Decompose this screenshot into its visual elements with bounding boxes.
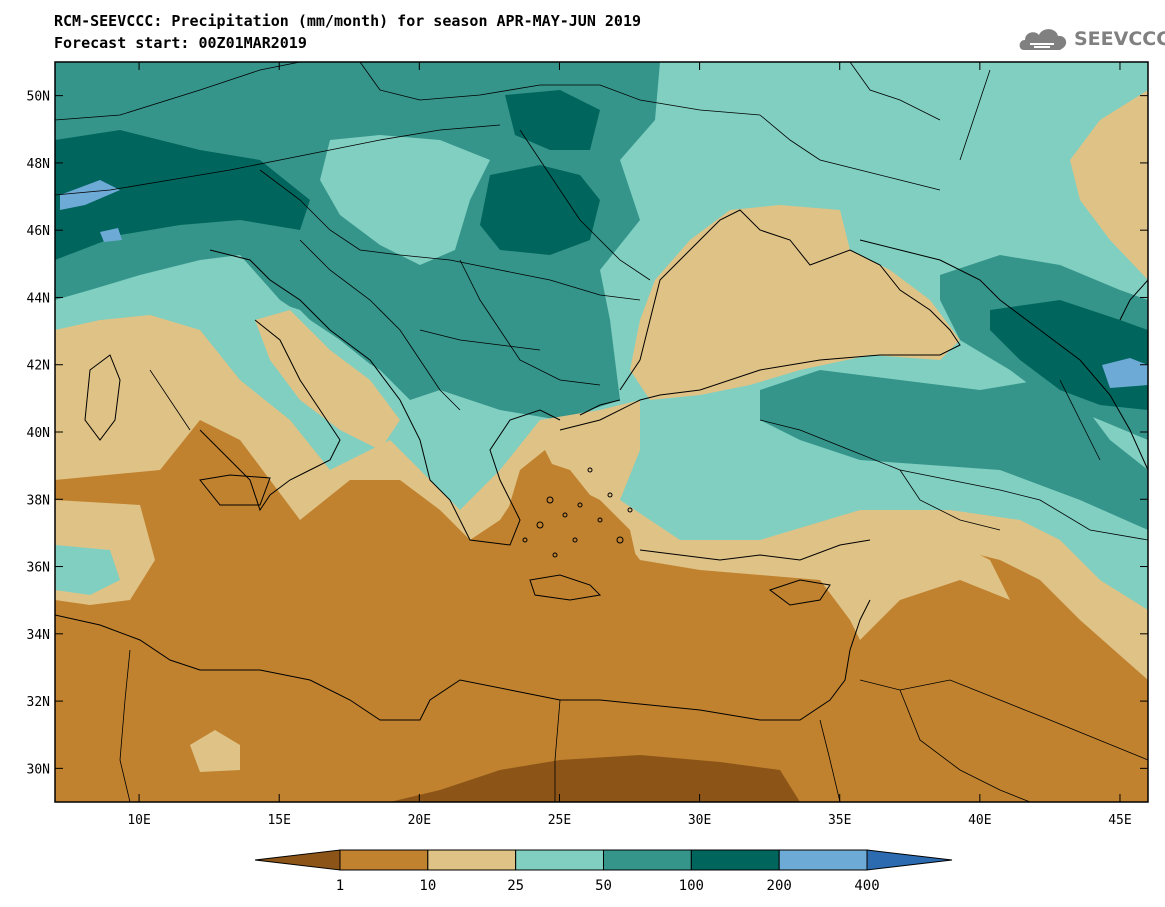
- lat-tick-label: 32N: [27, 695, 50, 710]
- longitude-axis: 10E 15E 20E 25E 30E 35E 40E 45E: [127, 62, 1132, 828]
- colorbar-low-extend: [254, 849, 341, 871]
- lon-tick-label: 40E: [968, 813, 991, 828]
- zone-200-400-alps2: [100, 228, 122, 242]
- zone-10-25-libya: [190, 730, 240, 772]
- lat-tick-label: 36N: [27, 561, 50, 576]
- colorbar-level-label: 200: [767, 878, 792, 894]
- map-title: RCM-SEEVCCC: Precipitation (mm/month) fo…: [54, 12, 641, 30]
- cloud-icon: [1019, 29, 1067, 50]
- forecast-start-label: Forecast start: 00Z01MAR2019: [54, 34, 307, 52]
- lat-tick-label: 46N: [27, 224, 50, 239]
- aegean-islands: [522, 467, 633, 558]
- zone-25-50-hungary: [320, 135, 490, 265]
- seevccc-logo: SEEVCCC: [1016, 22, 1165, 56]
- zone-100-200-carpathians: [480, 165, 600, 255]
- zone-1-10-aegean-tongue: [505, 450, 640, 580]
- colorbar-level-label: 100: [679, 878, 704, 894]
- colorbar-level-label: 50: [595, 878, 612, 894]
- colorbar-level-label: 25: [507, 878, 524, 894]
- lon-tick-label: 20E: [408, 813, 431, 828]
- coastlines: [55, 209, 1148, 721]
- colorbar-box: [427, 849, 517, 871]
- lat-tick-label: 30N: [27, 762, 50, 777]
- zone-50-100-turkey: [760, 370, 1148, 530]
- zone-10-25-italy: [255, 310, 400, 450]
- lat-tick-label: 50N: [27, 90, 50, 105]
- country-borders: [55, 62, 1148, 802]
- precipitation-field: [55, 62, 1148, 802]
- colorbar-box: [339, 849, 429, 871]
- lon-tick-label: 35E: [828, 813, 851, 828]
- colorbar-box: [778, 849, 868, 871]
- lon-tick-label: 30E: [688, 813, 711, 828]
- colorbar-box: [690, 849, 780, 871]
- zone-100-200-poland: [505, 90, 600, 150]
- lat-tick-label: 40N: [27, 426, 50, 441]
- lat-tick-label: 48N: [27, 157, 50, 172]
- colorbar-high-extend: [866, 849, 953, 871]
- colorbar-box: [515, 849, 605, 871]
- zone-25-50-islet: [55, 545, 120, 595]
- colorbar-level-label: 400: [854, 878, 879, 894]
- lon-tick-label: 25E: [548, 813, 571, 828]
- lat-tick-label: 42N: [27, 359, 50, 374]
- zone-10-25-blacksea: [630, 205, 960, 400]
- lat-tick-label: 44N: [27, 291, 50, 306]
- lat-tick-label: 34N: [27, 628, 50, 643]
- precipitation-colorbar: 1 10 25 50 100 200 400: [254, 849, 953, 894]
- zone-10-25-caspian-ne: [1070, 90, 1148, 280]
- lon-tick-label: 15E: [267, 813, 290, 828]
- zone-1-10-sahara: [55, 420, 1148, 802]
- zone-below-1-libya: [390, 755, 800, 802]
- zone-10-25-levant: [840, 540, 1010, 640]
- lon-tick-label: 45E: [1108, 813, 1131, 828]
- zone-100-200-alps: [55, 130, 310, 260]
- logo-text: SEEVCCC: [1074, 28, 1165, 50]
- lon-tick-label: 10E: [127, 813, 150, 828]
- lat-tick-label: 38N: [27, 493, 50, 508]
- colorbar-level-label: 1: [336, 878, 344, 894]
- zone-200-400-alps: [60, 180, 120, 210]
- colorbar-level-label: 10: [419, 878, 436, 894]
- colorbar-box: [603, 849, 692, 871]
- latitude-axis: 50N 48N 46N 44N 42N 40N 38N 36N 34N 32N 30N: [27, 90, 1148, 777]
- zone-200-400-georgia: [1102, 358, 1148, 388]
